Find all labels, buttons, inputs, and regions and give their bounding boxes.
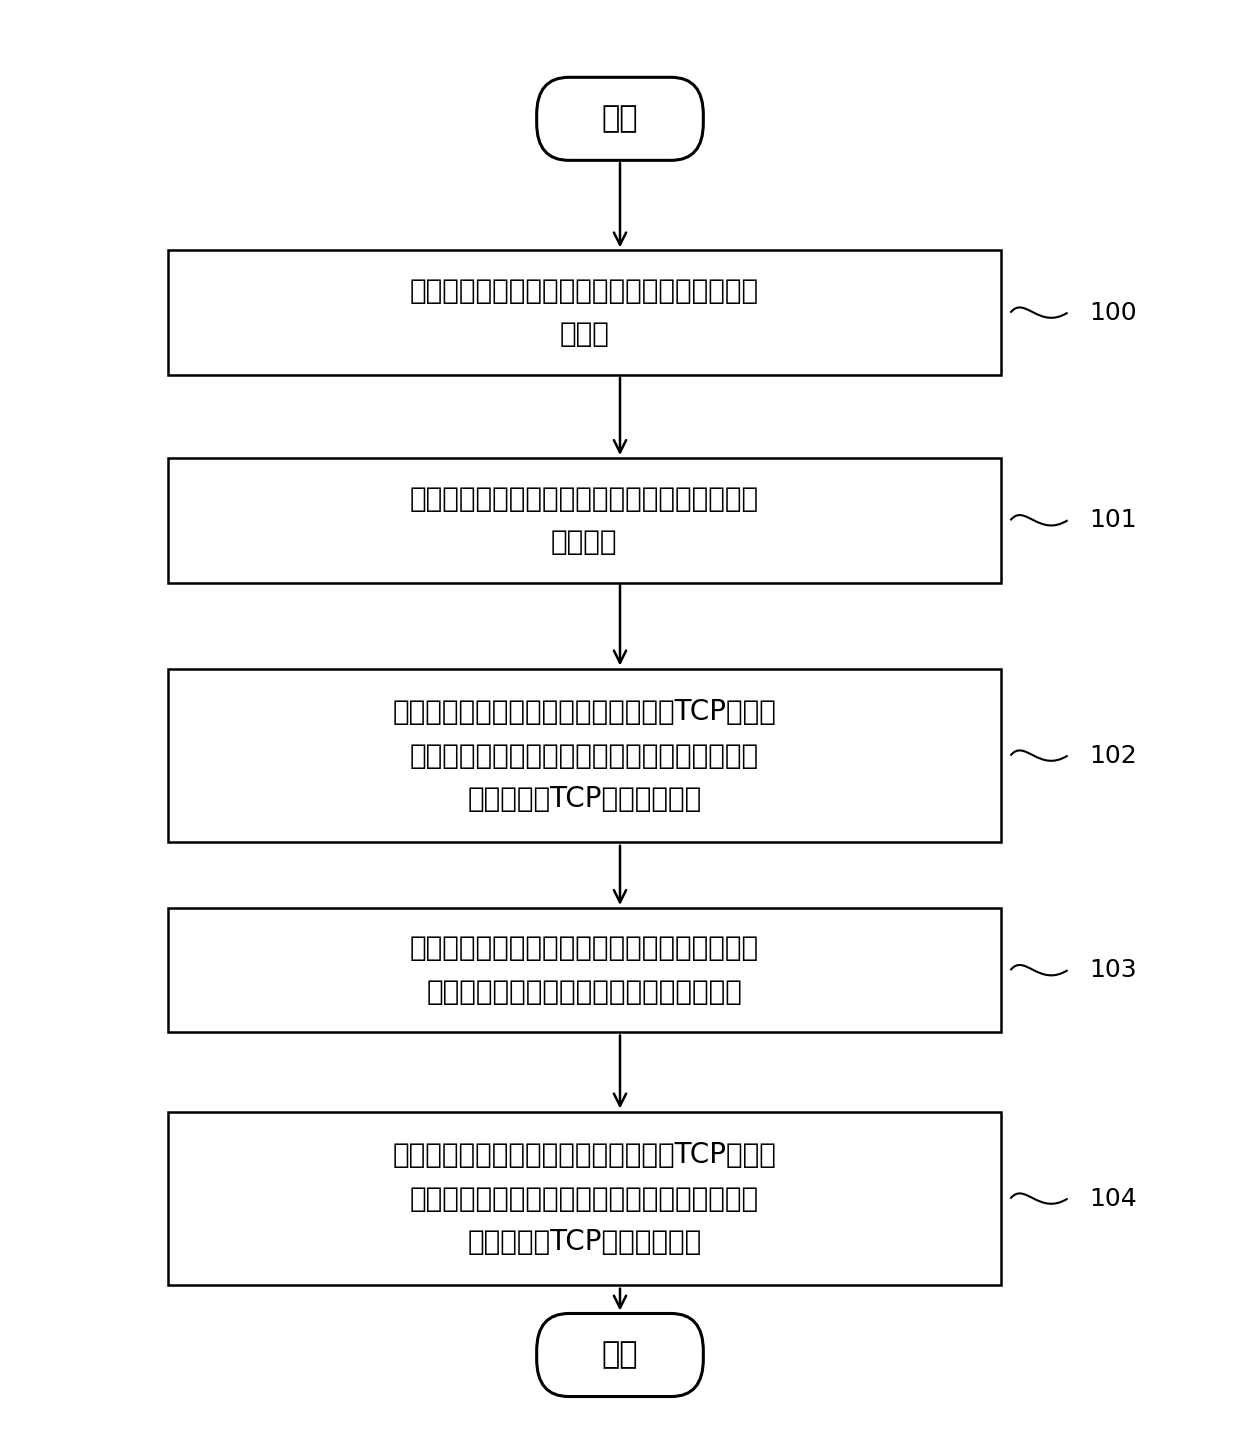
Bar	[167, 251, 1001, 375]
Text: 102: 102	[1089, 744, 1137, 767]
Text: 开始: 开始	[601, 104, 639, 133]
FancyBboxPatch shape	[537, 1314, 703, 1396]
Bar	[167, 459, 1001, 583]
Text: 利用来自发送端的握手数据报文创建所述第一连
接追踪: 利用来自发送端的握手数据报文创建所述第一连 接追踪	[409, 277, 759, 349]
Text: 100: 100	[1089, 300, 1137, 324]
Bar	[167, 1112, 1001, 1285]
Text: 利用与所述第一连接追踪相关联的第一TCP协议控
制块描述并记录所述中间设备与所述发送端之间
数据交互的TCP协议连接属性: 利用与所述第一连接追踪相关联的第一TCP协议控 制块描述并记录所述中间设备与所述…	[392, 698, 776, 813]
Bar	[167, 908, 1001, 1032]
FancyBboxPatch shape	[537, 78, 703, 160]
Text: 104: 104	[1089, 1187, 1137, 1211]
Text: 101: 101	[1089, 508, 1137, 532]
Text: 103: 103	[1089, 957, 1137, 982]
Text: 利用与所述第一连接追踪相关联的第二连接追踪
记录所述中间设备与接收端之间的连接状态: 利用与所述第一连接追踪相关联的第二连接追踪 记录所述中间设备与接收端之间的连接状…	[409, 934, 759, 1007]
Text: 利用与所述第二连接追踪相关联的第二TCP协议控
制块描述并记录所述中间设备与所述接收端之间
数据交互的TCP协议连接属性: 利用与所述第二连接追踪相关联的第二TCP协议控 制块描述并记录所述中间设备与所述…	[392, 1141, 776, 1256]
Text: 结束: 结束	[601, 1341, 639, 1370]
Bar	[167, 669, 1001, 842]
Text: 利用第一连接追踪记录中间设备与发送端之间的
连接状态: 利用第一连接追踪记录中间设备与发送端之间的 连接状态	[409, 485, 759, 557]
